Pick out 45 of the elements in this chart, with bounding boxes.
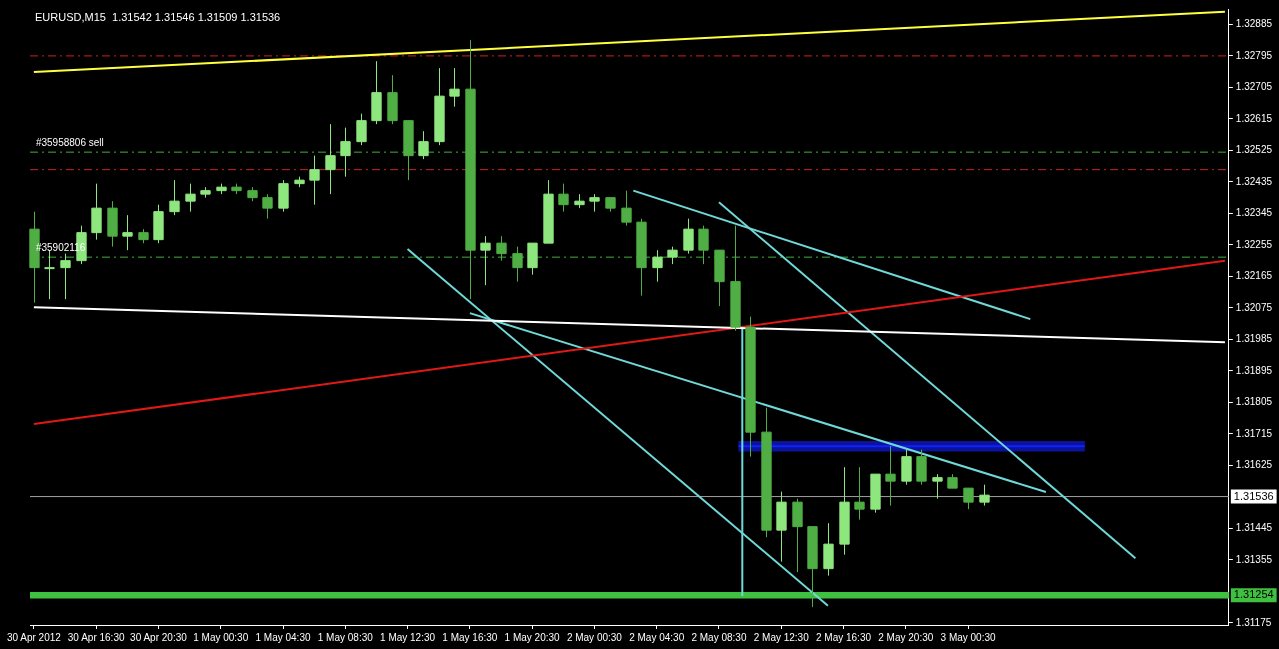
x-tick-label: 2 May 20:30 — [878, 631, 934, 643]
x-tick-label: 1 May 08:30 — [317, 631, 374, 643]
x-tick-label: 2 May 12:30 — [753, 631, 810, 643]
y-tick-label: 1.31895 — [1235, 364, 1273, 376]
x-tick-label: 2 May 08:30 — [691, 631, 747, 643]
y-tick-label: 1.31355 — [1235, 553, 1273, 565]
x-tick-label: 2 May 00:30 — [566, 631, 623, 643]
x-tick-label: 30 Apr 16:30 — [67, 631, 125, 643]
y-tick-label: 1.32705 — [1235, 81, 1273, 93]
x-tick-label: 30 Apr 2012 — [6, 631, 62, 643]
candlestick — [356, 113, 367, 146]
x-tick-label: 30 Apr 20:30 — [130, 631, 188, 643]
x-tick-label: 1 May 04:30 — [255, 631, 311, 643]
candlestick — [309, 155, 320, 206]
ref-line-label: 1.31536 — [1233, 489, 1274, 502]
annotation: #35958806 sell — [35, 136, 104, 148]
candlestick — [683, 218, 694, 255]
y-tick-label: 1.32795 — [1235, 49, 1273, 61]
x-tick-label: 2 May 16:30 — [815, 631, 872, 643]
candlestick — [122, 214, 133, 251]
y-tick-label: 1.32615 — [1235, 112, 1273, 124]
x-tick-label: 2 May 04:30 — [629, 631, 685, 643]
y-tick-label: 1.31625 — [1235, 459, 1273, 471]
y-tick-label: 1.32255 — [1235, 238, 1273, 250]
y-tick-label: 1.32525 — [1235, 144, 1273, 156]
y-tick-label: 1.32165 — [1235, 270, 1273, 282]
y-tick-label: 1.31175 — [1235, 616, 1272, 628]
y-tick-label: 1.31805 — [1235, 396, 1273, 408]
y-tick-label: 1.32435 — [1235, 175, 1273, 187]
y-tick-label: 1.32075 — [1235, 301, 1273, 313]
y-tick-label: 1.32345 — [1235, 207, 1273, 219]
y-tick-label: 1.31985 — [1235, 333, 1273, 345]
y-tick-label: 1.32885 — [1235, 18, 1273, 30]
chart-title: EURUSD,M15 1.31542 1.31546 1.31509 1.31536 — [35, 11, 281, 24]
x-tick-label: 1 May 16:30 — [442, 631, 498, 643]
x-tick-label: 1 May 00:30 — [193, 631, 249, 643]
x-tick-label: 3 May 00:30 — [940, 631, 997, 643]
candlestick — [698, 225, 709, 265]
x-tick-label: 1 May 20:30 — [504, 631, 561, 643]
y-tick-label: 1.31715 — [1235, 427, 1273, 439]
candlestick — [262, 193, 273, 220]
candlestick — [932, 473, 943, 500]
y-tick-label: 1.31445 — [1235, 522, 1273, 534]
band-label: 1.31254 — [1233, 588, 1274, 601]
x-tick-label: 1 May 12:30 — [380, 631, 436, 643]
